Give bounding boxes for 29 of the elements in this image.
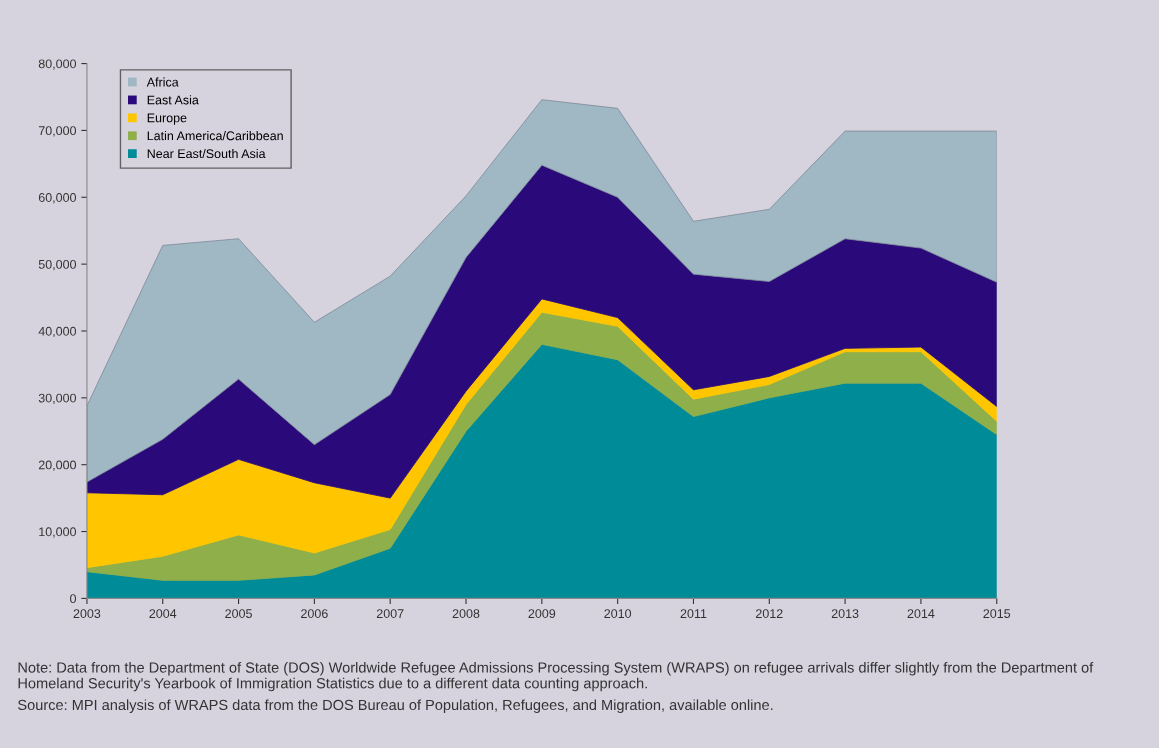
x-tick-label: 2007 [376,609,404,618]
source-note: Source: MPI analysis of WRAPS data from the DOS Bureau of Population, Refugees, and Migration, available online. [18,699,773,713]
y-tick-label: 40,000 [38,326,77,338]
x-tick-label: 2009 [528,609,556,618]
legend-label: East Asia [147,95,199,105]
y-tick-label: 60,000 [38,193,77,204]
x-tick-label: 2004 [149,609,177,618]
x-tick-label: 2010 [604,609,632,618]
x-tick-label: 2011 [680,609,707,618]
y-tick-label: 70,000 [38,126,77,137]
y-tick-label: 80,000 [38,59,77,70]
y-tick-label: 20,000 [38,460,77,471]
legend-label: Near East/South Asia [147,148,266,159]
x-tick-label: 2003 [73,609,101,618]
legend-label: Europe [147,113,187,125]
x-tick-label: 2015 [983,609,1011,618]
y-tick-label: 10,000 [39,527,77,538]
y-tick-label: 0 [70,594,77,604]
y-tick-label: 30,000 [38,393,77,404]
x-tick-label: 2008 [452,609,480,618]
x-tick-label: 2006 [301,609,328,618]
x-tick-label: 2005 [225,609,252,618]
x-tick-label: 2014 [907,609,935,618]
legend-label: Africa [146,77,179,87]
legend-label: Latin America/Caribbean [147,131,283,141]
text: Note: Data from the Department of State (DOS) Worldwide Refugee Admissions Processing System (WRAPS) on refugee arrivals differ slightly from the Department of Homeland Security's Yearbook of Immigration Statistics due to a different data counting approach. [18,661,1094,692]
y-tick-label: 50,000 [38,259,77,271]
x-tick-label: 2012 [756,609,783,618]
x-tick-label: 2013 [831,609,859,618]
